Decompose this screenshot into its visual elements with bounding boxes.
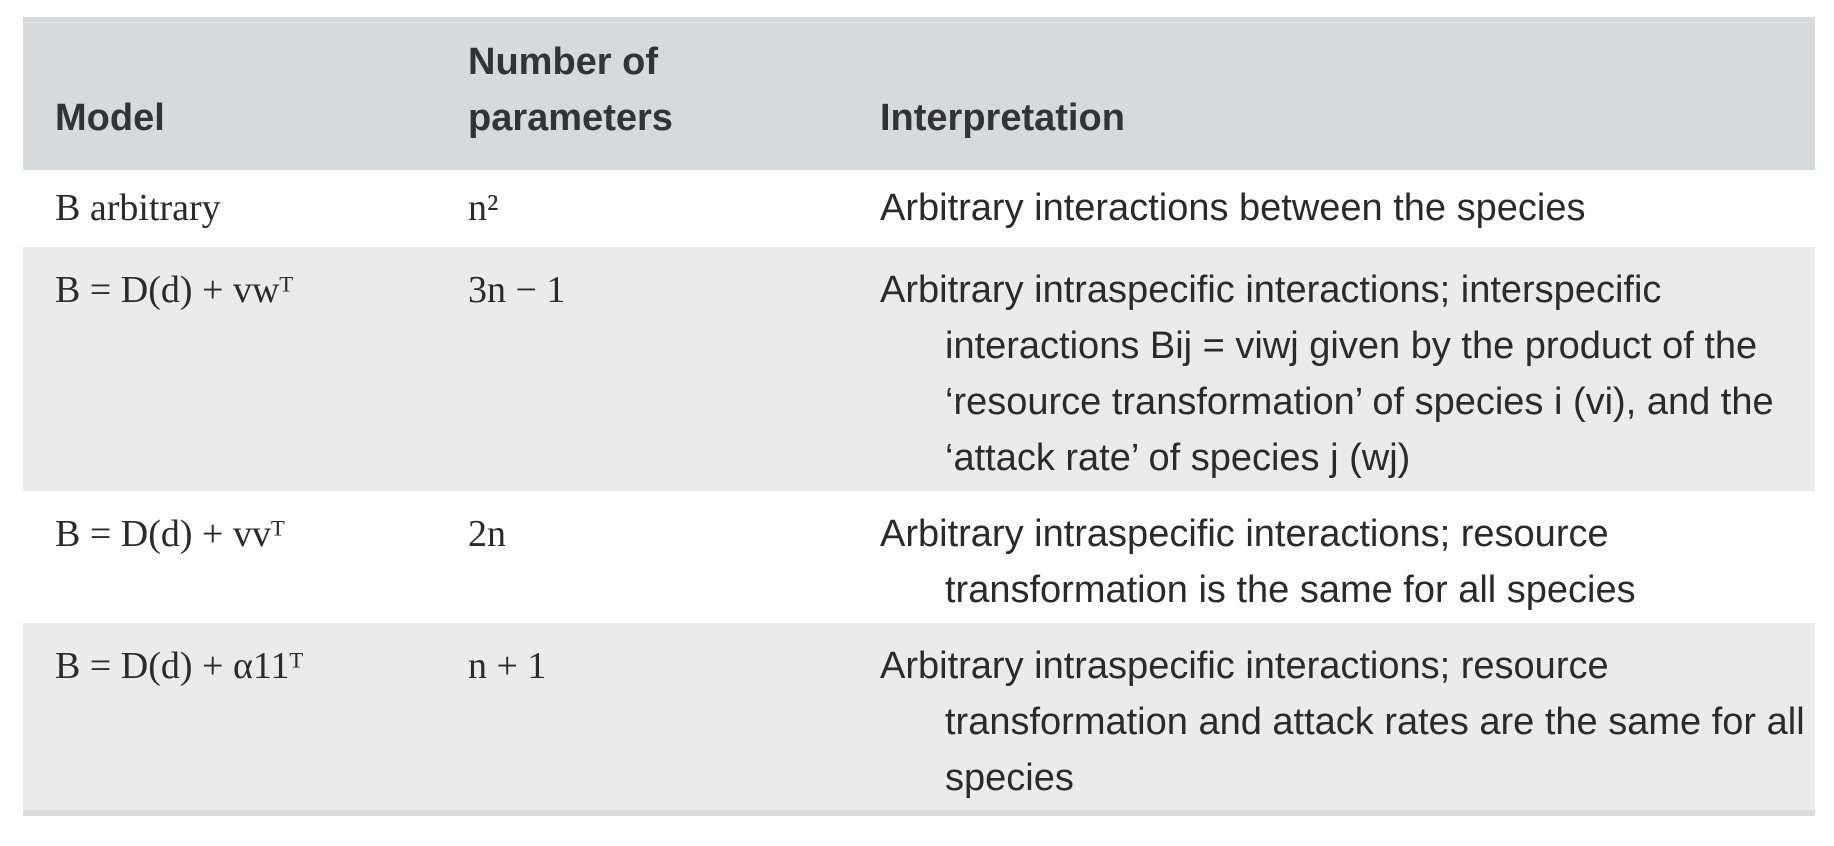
params-cell: 3n − 1 — [468, 269, 566, 311]
params-cell: n² — [468, 187, 499, 229]
header-interpretation: Interpretation — [880, 97, 1125, 139]
header-params-line1: Number of — [468, 41, 658, 83]
params-cell: 2n — [468, 513, 506, 555]
header-model: Model — [55, 97, 165, 139]
interpretation-cell: Arbitrary intraspecific interactions; in… — [880, 269, 1774, 479]
parameters-table: Model Number of parameters Interpretatio… — [23, 17, 1815, 816]
header-number-of-parameters: Number of parameters — [468, 34, 880, 146]
header-params-line2: parameters — [468, 97, 673, 139]
interpretation-cell: Arbitrary interactions between the speci… — [880, 187, 1586, 229]
table-row: B = D(d) + vwᵀ 3n − 1 Arbitrary intraspe… — [23, 247, 1815, 491]
table-row: B arbitrary n² Arbitrary interactions be… — [23, 170, 1815, 247]
table-header-row: Model Number of parameters Interpretatio… — [23, 17, 1815, 170]
model-cell: B = D(d) + vvᵀ — [55, 513, 285, 555]
params-cell: n + 1 — [468, 645, 547, 687]
interpretation-cell: Arbitrary intraspecific interactions; re… — [880, 513, 1636, 611]
table-row: B = D(d) + α11ᵀ n + 1 Arbitrary intraspe… — [23, 623, 1815, 810]
model-cell: B = D(d) + vwᵀ — [55, 269, 294, 311]
model-cell: B arbitrary — [55, 187, 221, 229]
model-cell: B = D(d) + α11ᵀ — [55, 645, 304, 687]
table-row: B = D(d) + vvᵀ 2n Arbitrary intraspecifi… — [23, 491, 1815, 623]
interpretation-cell: Arbitrary intraspecific interactions; re… — [880, 645, 1805, 799]
